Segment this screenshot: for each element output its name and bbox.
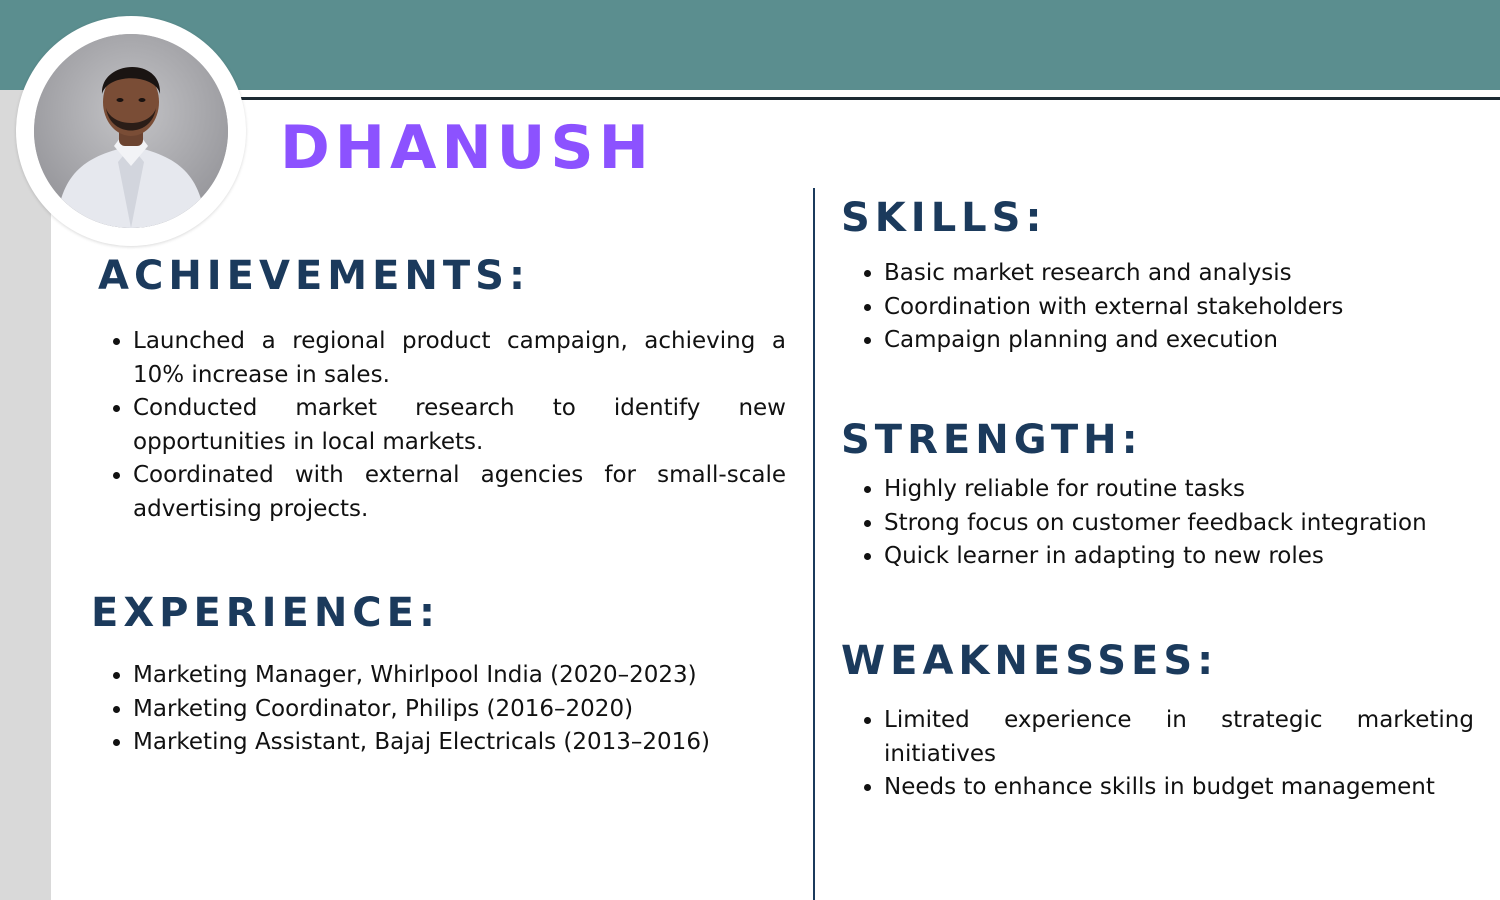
list-item: Campaign planning and execution: [884, 324, 1500, 358]
header-band: [0, 0, 1500, 90]
list-item: Highly reliable for routine tasks: [884, 473, 1474, 507]
experience-list: Marketing Manager, Whirlpool India (2020…: [91, 659, 833, 760]
candidate-name: DHANUSH: [280, 113, 654, 183]
weaknesses-heading: WEAKNESSES:: [841, 638, 1219, 684]
skills-heading: SKILLS:: [841, 195, 1047, 241]
profile-photo-frame: [16, 16, 246, 246]
achievements-heading: ACHIEVEMENTS:: [98, 253, 530, 299]
list-item: Launched a regional product campaign, ac…: [133, 325, 786, 392]
list-item: Conducted market research to identify ne…: [133, 392, 786, 459]
strength-list: Highly reliable for routine tasks Strong…: [842, 473, 1474, 574]
skills-list: Basic market research and analysis Coord…: [842, 257, 1500, 358]
achievements-list: Launched a regional product campaign, ac…: [91, 325, 786, 526]
list-item: Coordinated with external agencies for s…: [133, 459, 786, 526]
column-divider: [813, 188, 815, 900]
left-accent-strip: [0, 90, 51, 900]
list-item: Marketing Assistant, Bajaj Electricals (…: [133, 726, 833, 760]
list-item: Limited experience in strategic marketin…: [884, 704, 1474, 771]
list-item: Strong focus on customer feedback integr…: [884, 507, 1474, 541]
list-item: Quick learner in adapting to new roles: [884, 540, 1474, 574]
strength-heading: STRENGTH:: [841, 417, 1143, 463]
list-item: Marketing Manager, Whirlpool India (2020…: [133, 659, 833, 693]
list-item: Coordination with external stakeholders: [884, 291, 1500, 325]
experience-heading: EXPERIENCE:: [91, 590, 440, 636]
list-item: Needs to enhance skills in budget manage…: [884, 771, 1474, 805]
list-item: Basic market research and analysis: [884, 257, 1500, 291]
header-rule: [236, 97, 1500, 100]
profile-photo: [34, 34, 228, 228]
list-item: Marketing Coordinator, Philips (2016–202…: [133, 693, 833, 727]
weaknesses-list: Limited experience in strategic marketin…: [842, 704, 1474, 805]
